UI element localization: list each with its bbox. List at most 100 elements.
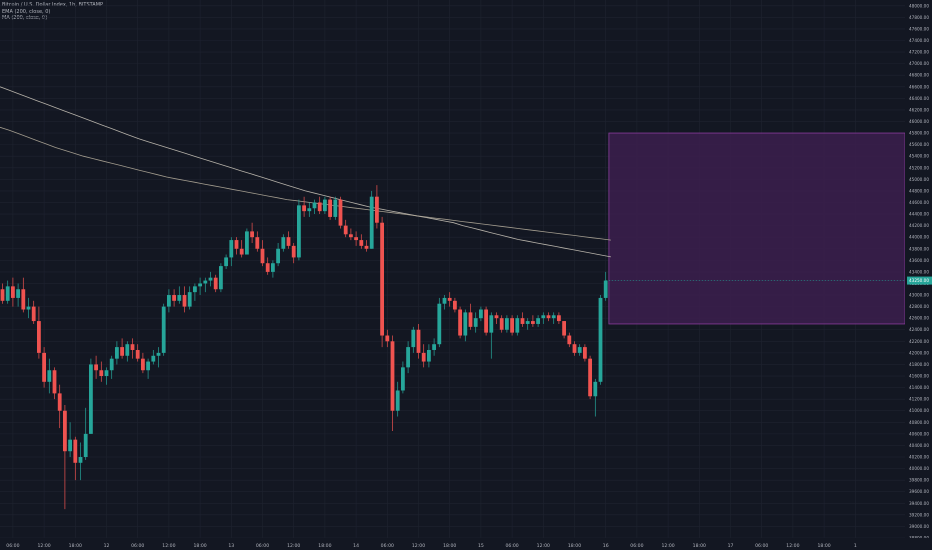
candle [11, 277, 15, 307]
candle [52, 367, 57, 400]
candle-body [505, 318, 509, 330]
candle-body [499, 318, 504, 330]
candle [187, 286, 192, 310]
price-axis-bg [905, 0, 932, 550]
candle [432, 338, 436, 356]
candle [494, 312, 499, 324]
y-tick-label: 41800.00 [909, 362, 929, 367]
candle [104, 367, 109, 385]
candle [458, 306, 462, 339]
candle [193, 283, 197, 301]
candle-body [385, 335, 390, 342]
candle-body [208, 277, 213, 281]
x-tick-label: 15 [478, 543, 484, 549]
candle-body [411, 329, 416, 348]
legend-ma: MA (200, close, 0) [2, 15, 48, 21]
candle [297, 199, 301, 261]
moving-averages [0, 86, 611, 258]
candle [271, 260, 275, 278]
candle [151, 349, 156, 365]
candle [359, 234, 364, 249]
candle [42, 347, 46, 388]
candle-body [354, 237, 358, 241]
candle-body [302, 205, 306, 212]
candle [385, 329, 390, 348]
candle [375, 185, 379, 229]
y-tick-label: 47000.00 [909, 61, 929, 66]
candle [57, 384, 62, 429]
candle-body [52, 370, 57, 394]
y-tick-label: 43600.00 [909, 258, 929, 263]
candle-body [598, 297, 603, 382]
ma-200-line [0, 126, 611, 241]
candle-body [135, 349, 140, 359]
candle-body [562, 321, 566, 336]
time-axis-bg [0, 538, 932, 550]
candle [593, 378, 598, 417]
x-tick-label: 12:00 [162, 543, 175, 549]
chart-legend: Bitcoin / U.S. Dollar Index, 1h, BITSTAM… [2, 2, 103, 22]
candle-body [323, 199, 327, 212]
candle-body [172, 295, 176, 301]
candle-body [26, 306, 31, 310]
candle-body [187, 292, 192, 307]
candles [0, 185, 608, 510]
candle [115, 341, 119, 365]
candle [546, 312, 551, 322]
candle-body [463, 312, 468, 336]
candle-body [193, 286, 197, 293]
y-tick-label: 39400.00 [909, 501, 929, 506]
y-tick-label: 47800.00 [909, 15, 929, 20]
candle-body [276, 248, 280, 264]
candle [146, 358, 150, 379]
candle [416, 323, 421, 359]
candle [182, 286, 187, 313]
candle [525, 318, 530, 330]
candle-body [588, 358, 592, 397]
candle [468, 303, 473, 330]
x-tick-label: 18:00 [568, 543, 581, 549]
candle [343, 219, 348, 238]
candle [401, 361, 405, 394]
price-axis: 38800.0039000.0039200.0039400.0039600.00… [905, 0, 932, 550]
candle [312, 199, 317, 215]
candle-body [271, 263, 275, 272]
candle [442, 295, 447, 310]
candle [505, 315, 509, 333]
y-tick-label: 41200.00 [909, 397, 929, 402]
candle-body [109, 358, 114, 371]
candle [73, 436, 78, 481]
candle [364, 240, 369, 252]
candle-body [317, 202, 322, 212]
candle-body [307, 208, 312, 212]
y-tick-label: 43000.00 [909, 293, 929, 298]
candle-body [115, 347, 119, 359]
candle-body [406, 347, 410, 368]
candle-body [515, 318, 520, 333]
y-tick-label: 47600.00 [909, 26, 929, 31]
x-tick-label: 12:00 [661, 543, 674, 549]
candle [333, 196, 338, 220]
candle-body [47, 370, 52, 382]
y-tick-label: 43800.00 [909, 246, 929, 251]
candle-body [567, 335, 572, 345]
candle [120, 338, 124, 359]
candle-body [234, 240, 239, 249]
candle-body [73, 439, 78, 463]
x-tick-label: 12:00 [287, 543, 300, 549]
candle-body [203, 280, 208, 284]
candle [411, 326, 416, 353]
x-tick-label: 12:00 [37, 543, 50, 549]
candle-body [468, 312, 473, 327]
candle-body [239, 248, 244, 255]
candle [26, 297, 31, 319]
zone-layer [605, 132, 906, 325]
candle-body [572, 344, 577, 353]
candle-body [57, 393, 62, 411]
candle [265, 257, 270, 275]
time-axis: 06:00 12:00 18:00 12 06:00 12:00 18:00 13 06:00 1… [0, 538, 932, 550]
x-tick-label: 12:00 [786, 543, 799, 549]
candle-body [536, 318, 540, 324]
candle [21, 277, 26, 313]
